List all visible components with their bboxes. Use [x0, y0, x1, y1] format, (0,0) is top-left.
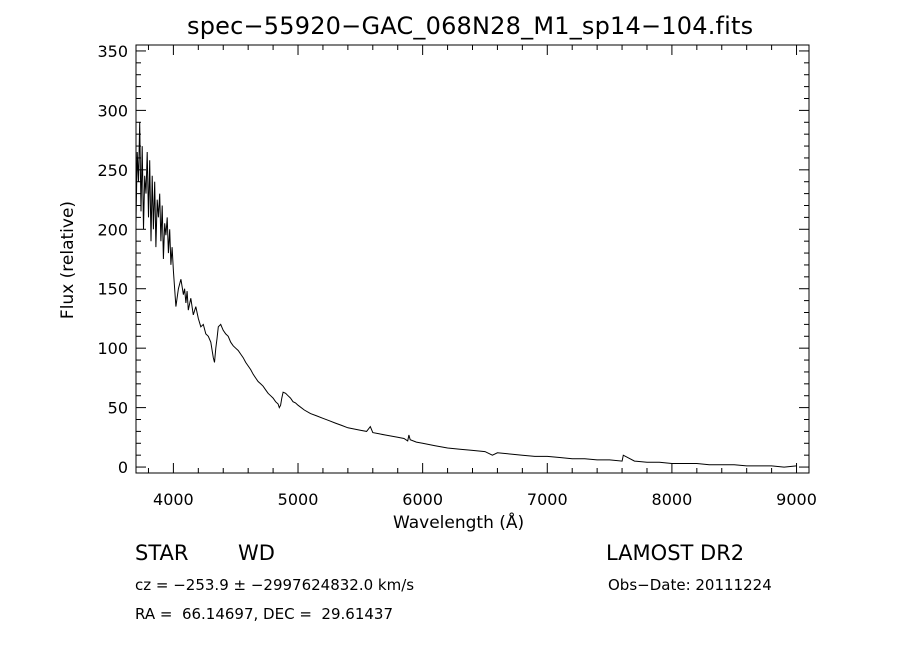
- x-tick-label: 5000: [278, 490, 319, 509]
- observation-date: Obs−Date: 20111224: [608, 576, 772, 594]
- y-tick-label: 250: [97, 161, 128, 180]
- redshift-velocity: cz = −253.9 ± −2997624832.0 km/s: [135, 576, 415, 594]
- axis-ticks: [136, 45, 809, 473]
- ra-dec-coordinates: RA = 66.14697, DEC = 29.61437: [135, 605, 394, 623]
- y-tick-label: 300: [97, 101, 128, 120]
- x-tick-label: 6000: [402, 490, 443, 509]
- x-tick-label: 8000: [652, 490, 693, 509]
- y-tick-label: 200: [97, 220, 128, 239]
- plot-frame: [135, 44, 810, 474]
- y-tick-label: 50: [108, 399, 128, 418]
- y-tick-label: 150: [97, 280, 128, 299]
- object-class: STAR: [135, 541, 189, 565]
- x-tick-label: 4000: [153, 490, 194, 509]
- y-tick-label: 0: [118, 458, 128, 477]
- axis-tick-labels: 4000 5000 6000 7000 8000 9000 0 50 100 150 200 250 3…: [97, 42, 816, 509]
- x-axis-label: Wavelength (Å): [393, 513, 525, 533]
- spectrum-line: [135, 122, 797, 468]
- y-tick-label: 100: [97, 339, 128, 358]
- x-tick-label: 7000: [527, 490, 568, 509]
- survey-name: LAMOST DR2: [606, 541, 745, 565]
- object-subclass: WD: [238, 541, 275, 565]
- y-tick-label: 350: [97, 42, 128, 61]
- chart-title: spec−55920−GAC_068N28_M1_sp14−104.fits: [187, 12, 754, 40]
- y-axis-label: Flux (relative): [58, 200, 78, 320]
- x-tick-label: 9000: [776, 490, 817, 509]
